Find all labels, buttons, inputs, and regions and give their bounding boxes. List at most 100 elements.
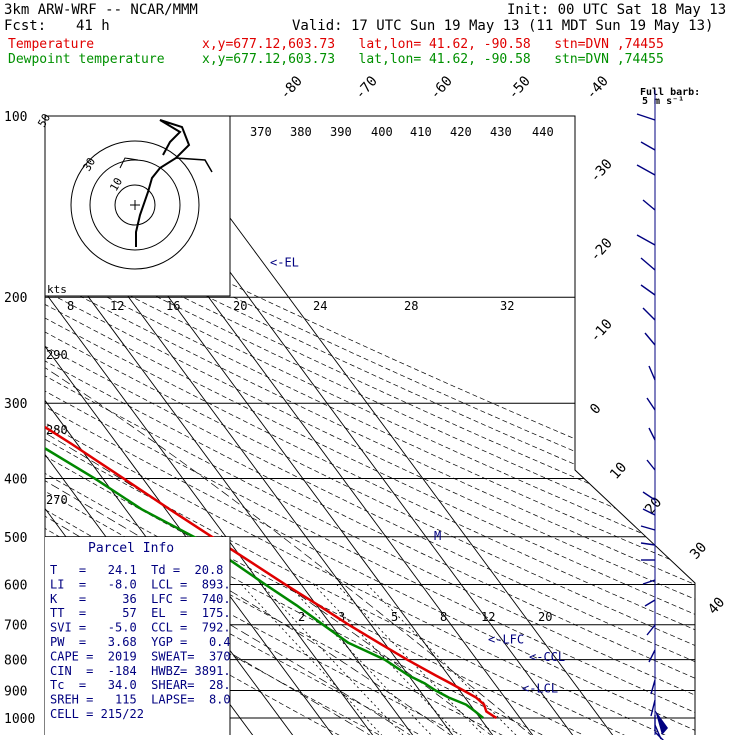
forecast-label: Fcst:: [4, 18, 47, 34]
wind-legend-label: Full barb:: [640, 87, 700, 98]
mixing-ratio-label: 32: [500, 299, 514, 313]
mixing-ratio-label: 8: [67, 299, 74, 313]
isotherm-label: -10: [587, 316, 616, 346]
dry-adiabat-line: [45, 116, 588, 735]
theta-side-label: 280: [46, 423, 68, 437]
parcel-info-row: K = 36 LFC = 740.: [50, 592, 231, 606]
isotherm-label: -60: [427, 73, 456, 103]
dry-adiabat-line: [45, 116, 695, 735]
mixing-ratio-label: 5: [391, 610, 398, 624]
wind-barb: [654, 731, 664, 740]
dry-adiabat-line: [45, 116, 670, 735]
mixing-ratio-label: 24: [313, 299, 327, 313]
mixing-ratio-label: 12: [481, 610, 495, 624]
parcel-info-row: SREH = 115 LAPSE= 8.0: [50, 693, 231, 707]
wind-barb: [646, 459, 656, 471]
hodograph-ring: [114, 184, 156, 226]
parcel-level-label: <-LCL: [522, 681, 558, 695]
wind-barb: [642, 491, 656, 501]
parcel-info-row: TT = 57 EL = 175.: [50, 606, 231, 620]
theta-label: 410: [410, 125, 432, 139]
dewpoint-profile: [45, 116, 484, 719]
wind-barb: [640, 257, 656, 271]
dry-adiabat-line: [45, 116, 695, 735]
wind-barb: [644, 332, 656, 346]
dry-adiabat-line: [45, 116, 695, 735]
mixing-ratio-label: 2: [298, 610, 305, 624]
mixing-ratio-line: [366, 584, 520, 735]
parcel-level-label: <-CCL: [529, 650, 565, 664]
wind-barb: [650, 679, 656, 695]
pressure-tick-label: 300: [4, 397, 27, 412]
wind-barbs: Full barb:5 m s⁻¹: [636, 87, 700, 740]
theta-label: 430: [490, 125, 512, 139]
parcel-info-row: CELL = 215/22: [50, 707, 144, 721]
dewpoint-location-info: x,y=677.12,603.73 lat,lon= 41.62, -90.58…: [202, 52, 664, 67]
temperature-location-info: x,y=677.12,603.73 lat,lon= 41.62, -90.58…: [202, 37, 664, 52]
wind-barb: [648, 427, 656, 441]
theta-label: 440: [532, 125, 554, 139]
mixing-ratio-line: [287, 584, 435, 735]
wind-barb: [636, 234, 656, 246]
parcel-level-label: <-LFC: [488, 632, 524, 646]
dry-adiabat-line: [45, 116, 695, 735]
hodograph-trace: [175, 157, 213, 173]
dry-adiabat-line: [45, 116, 695, 735]
dewpoint-legend-label: Dewpoint temperature: [8, 52, 165, 67]
theta-label: 400: [371, 125, 393, 139]
wind-barb: [642, 508, 656, 516]
parcel-info-row: CAPE = 2019 SWEAT= 370: [50, 649, 231, 663]
dry-adiabat-line: [45, 116, 695, 735]
pressure-tick-label: 100: [4, 110, 27, 125]
theta-label: 420: [450, 125, 472, 139]
theta-label: 380: [290, 125, 312, 139]
dry-adiabat-line: [45, 116, 695, 735]
mixing-ratio-label: 12: [110, 299, 124, 313]
valid-time: Valid: 17 UTC Sun 19 May 13 (11 MDT Sun …: [292, 18, 714, 34]
wind-barb: [644, 599, 656, 607]
dry-adiabat-line: [45, 116, 695, 735]
pressure-tick-label: 900: [4, 684, 27, 699]
wind-barb: [636, 113, 656, 121]
wind-legend-label: 5 m s⁻¹: [642, 96, 684, 107]
pressure-tick-label: 200: [4, 291, 27, 306]
isotherm-label: -30: [587, 156, 616, 186]
isotherm-label: 10: [607, 459, 630, 482]
wind-barb: [642, 199, 656, 211]
hodograph: kts 50 30 10: [35, 112, 231, 297]
wind-barb: [648, 365, 656, 381]
wind-barb: [648, 649, 656, 663]
isotherm-label: -70: [352, 73, 381, 103]
parcel-info-panel: Parcel Info T = 24.1 Td = 20.8LI = -8.0 L…: [45, 537, 231, 735]
moist-adiabat-line: [45, 296, 456, 735]
wind-barb: [646, 624, 656, 636]
mixing-ratio-label: 20: [233, 299, 247, 313]
mixing-ratio-label: 20: [538, 610, 552, 624]
storm-motion-marker: M: [434, 529, 441, 543]
init-time: Init: 00 UTC Sat 18 May 13: [507, 2, 727, 18]
theta-side-label: 290: [46, 348, 68, 362]
temperature-legend-label: Temperature: [8, 37, 95, 52]
pressure-tick-label: 800: [4, 654, 27, 669]
mixing-ratio-label: 28: [404, 299, 418, 313]
dry-adiabat-line: [45, 116, 695, 735]
wind-barb: [640, 542, 656, 546]
pressure-tick-label: 600: [4, 578, 27, 593]
wind-barb: [640, 284, 656, 296]
pressure-tick-label: 500: [4, 531, 27, 546]
isotherm-label: -20: [587, 235, 616, 265]
parcel-info-row: CIN = -184 HWBZ= 3891.: [50, 664, 231, 678]
dry-adiabat-line: [45, 116, 695, 735]
parcel-info-row: PW = 3.68 YGP = 0.4: [50, 635, 231, 649]
mixing-ratio-label: 8: [440, 610, 447, 624]
hodograph-ring-label: 30: [80, 156, 98, 174]
temperature-profile: [45, 116, 498, 720]
wind-barb-pennant: [655, 710, 668, 735]
sounding-profiles: [45, 116, 498, 720]
hodograph-trace: [119, 157, 139, 169]
mixing-ratio-line: [261, 584, 407, 735]
forecast-hour: 41 h: [76, 18, 110, 34]
moist-adiabat-line: [45, 296, 496, 735]
hodograph-ring: [70, 140, 200, 270]
